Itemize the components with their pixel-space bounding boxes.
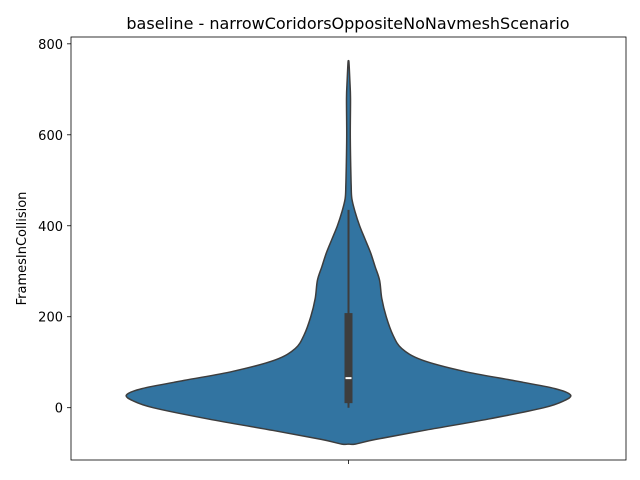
y-axis-label: FramesInCollision <box>15 192 30 306</box>
chart-title: baseline - narrowCoridorsOppositeNoNavme… <box>126 14 569 33</box>
y-axis-ticks: 0 200 400 600 800 <box>38 38 71 417</box>
y-tick-label: 0 <box>55 402 63 417</box>
plot-frame <box>70 36 627 461</box>
y-tick-label: 600 <box>38 129 63 144</box>
y-tick-label: 200 <box>38 311 63 326</box>
box-iqr <box>344 313 353 404</box>
y-tick-label: 800 <box>38 38 63 53</box>
y-tick-label: 400 <box>38 220 63 235</box>
